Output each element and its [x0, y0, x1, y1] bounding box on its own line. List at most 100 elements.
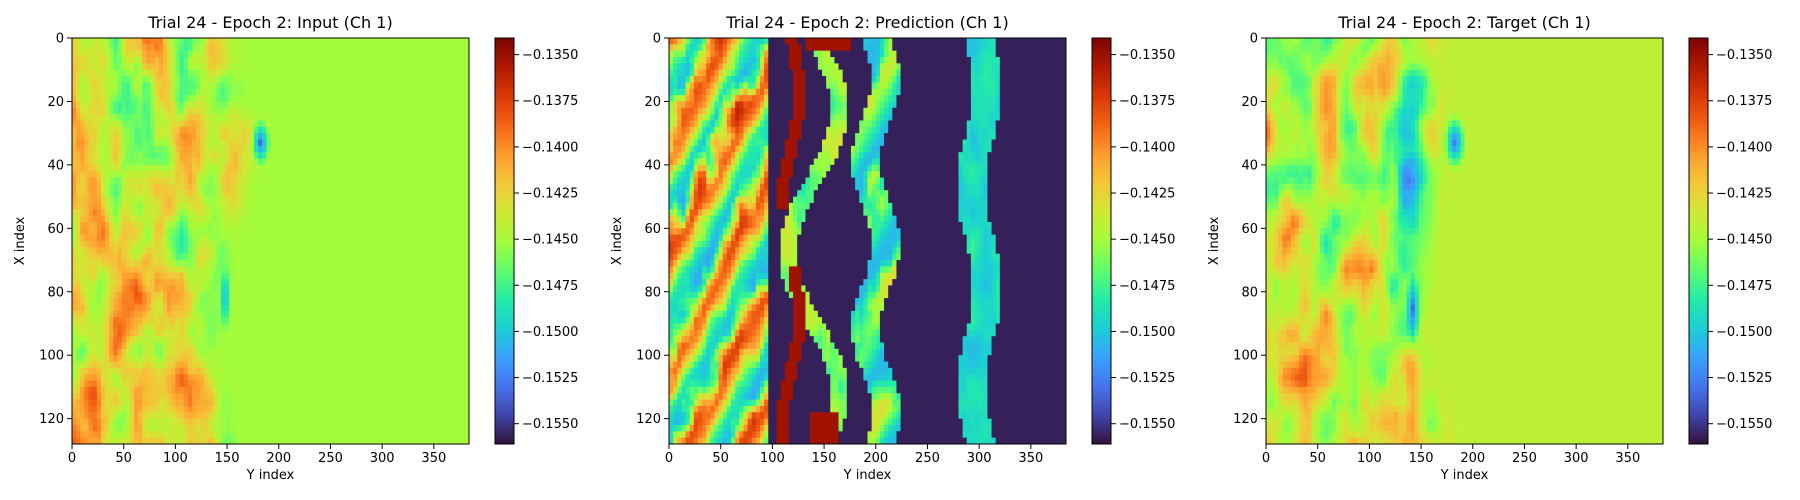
heatmap-cell: [353, 221, 358, 229]
heatmap-cell: [109, 63, 114, 71]
heatmap-cell: [175, 190, 181, 198]
heatmap-cell: [138, 279, 143, 286]
heatmap-cell: [175, 164, 181, 172]
heatmap-cell: [225, 329, 230, 337]
heatmap-cell: [394, 95, 400, 103]
heatmap-cell: [258, 120, 263, 128]
heatmap-cell: [187, 228, 193, 236]
heatmap-cell: [415, 133, 420, 141]
heatmap-cell: [460, 202, 466, 210]
heatmap-cell: [96, 298, 102, 306]
heatmap-cell: [435, 285, 441, 293]
heatmap-cell: [113, 133, 119, 141]
heatmap-cell: [315, 260, 321, 267]
heatmap-cell: [96, 152, 102, 160]
heatmap-cell: [361, 76, 367, 83]
heatmap-cell: [146, 88, 152, 96]
heatmap-cell: [435, 164, 441, 172]
heatmap-cell: [406, 114, 412, 122]
heatmap-cell: [390, 202, 396, 210]
heatmap-cell: [125, 310, 131, 318]
heatmap-cell: [419, 228, 425, 236]
heatmap-cell: [299, 69, 305, 77]
heatmap-cell: [245, 95, 251, 103]
heatmap-cell: [117, 114, 123, 122]
heatmap-cell: [299, 126, 305, 134]
heatmap-cell: [357, 285, 363, 293]
heatmap-cell: [373, 158, 379, 166]
heatmap-cell: [237, 279, 243, 286]
heatmap-cell: [365, 44, 371, 52]
heatmap-cell: [349, 329, 354, 337]
heatmap-cell: [282, 215, 288, 223]
heatmap-cell: [84, 145, 90, 153]
heatmap-cell: [357, 304, 363, 312]
heatmap-cell: [84, 177, 90, 185]
heatmap-cell: [460, 272, 466, 280]
heatmap-cell: [349, 247, 354, 255]
heatmap-cell: [274, 190, 280, 198]
heatmap-cell: [282, 38, 288, 45]
heatmap-cell: [146, 323, 152, 331]
heatmap-cell: [456, 260, 462, 267]
heatmap-cell: [158, 329, 164, 337]
heatmap-cell: [229, 247, 234, 255]
heatmap-cell: [369, 133, 375, 141]
heatmap-cell: [179, 107, 185, 115]
heatmap-cell: [274, 209, 280, 217]
heatmap-cell: [233, 164, 239, 172]
heatmap-cell: [191, 126, 197, 134]
heatmap-cell: [278, 336, 284, 344]
heatmap-cell: [320, 158, 325, 166]
heatmap-cell: [129, 171, 135, 179]
heatmap-cell: [154, 196, 160, 204]
heatmap-cell: [191, 190, 197, 198]
heatmap-cell: [154, 101, 160, 109]
heatmap-cell: [121, 329, 127, 337]
heatmap-cell: [125, 285, 131, 293]
heatmap-cell: [373, 285, 379, 293]
heatmap-cell: [324, 355, 329, 363]
heatmap-cell: [435, 247, 441, 255]
heatmap-cell: [129, 209, 135, 217]
heatmap-cell: [270, 298, 276, 306]
heatmap-cell: [340, 196, 346, 204]
heatmap-cell: [402, 88, 408, 96]
heatmap-cell: [225, 82, 230, 90]
heatmap-cell: [208, 348, 214, 356]
heatmap-cell: [340, 76, 346, 83]
heatmap-cell: [378, 215, 383, 223]
heatmap-cell: [291, 126, 296, 134]
heatmap-cell: [390, 120, 396, 128]
heatmap-cell: [444, 253, 449, 261]
heatmap-cell: [96, 260, 102, 267]
heatmap-cell: [225, 304, 230, 312]
heatmap-cell: [287, 304, 292, 312]
heatmap-cell: [105, 279, 110, 286]
heatmap-cell: [340, 355, 346, 363]
heatmap-cell: [406, 139, 412, 147]
heatmap-cell: [76, 133, 81, 141]
heatmap-cell: [328, 329, 334, 337]
heatmap-cell: [382, 215, 387, 223]
heatmap-cell: [72, 272, 77, 280]
heatmap-cell: [390, 126, 396, 134]
heatmap-cell: [460, 336, 466, 344]
heatmap-cell: [357, 291, 363, 299]
heatmap-cell: [340, 101, 346, 109]
heatmap-cell: [287, 126, 292, 134]
heatmap-cell: [427, 196, 433, 204]
heatmap-cell: [303, 88, 309, 96]
heatmap-cell: [245, 139, 251, 147]
heatmap-cell: [307, 209, 313, 217]
heatmap-cell: [200, 158, 205, 166]
heatmap-cell: [448, 152, 454, 160]
heatmap-cell: [258, 158, 263, 166]
heatmap-cell: [154, 355, 160, 363]
heatmap-cell: [233, 310, 239, 318]
heatmap-cell: [80, 183, 86, 191]
heatmap-cell: [162, 323, 168, 331]
heatmap-cell: [287, 38, 292, 45]
heatmap-cell: [398, 145, 404, 153]
heatmap-cell: [162, 304, 168, 312]
